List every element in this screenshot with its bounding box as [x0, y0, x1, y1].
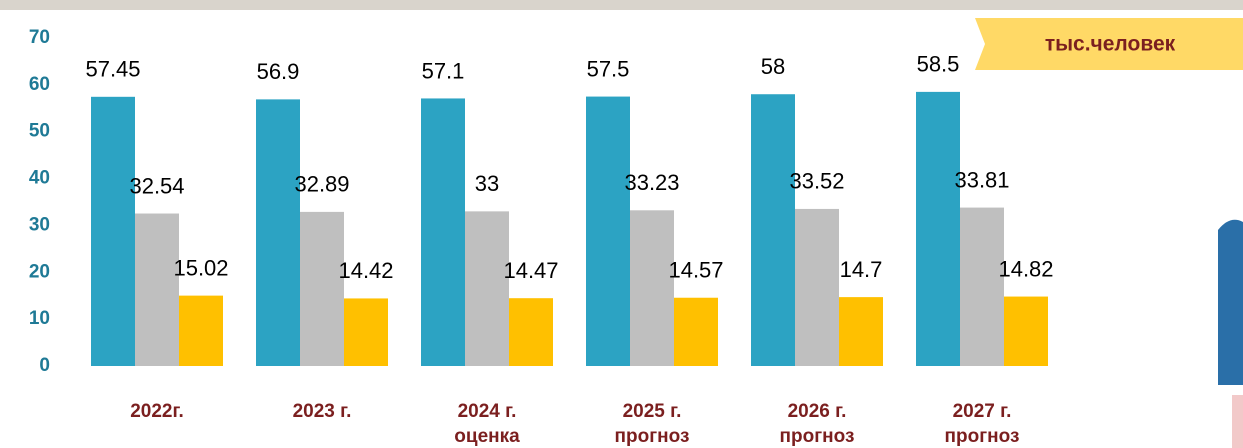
bar	[916, 92, 960, 366]
value-label: 33.52	[789, 169, 844, 194]
y-tick-label: 0	[39, 355, 50, 376]
x-tick-label: оценка	[454, 426, 520, 447]
bar	[630, 210, 674, 366]
value-label: 15.02	[173, 255, 228, 280]
x-tick-label: 2023 г.	[293, 401, 352, 422]
value-label: 33.23	[624, 170, 679, 195]
value-label: 32.54	[129, 173, 184, 198]
x-tick-label: 2024 г.	[458, 401, 517, 422]
x-tick-label: прогноз	[615, 426, 690, 447]
value-label: 56.9	[257, 59, 300, 84]
decor-figure	[1218, 220, 1243, 385]
bar	[839, 297, 883, 366]
x-tick-label: 2022г.	[130, 401, 184, 422]
bar	[135, 214, 179, 366]
x-tick-label: 2026 г.	[788, 401, 847, 422]
value-label: 14.57	[668, 258, 723, 283]
y-tick-label: 20	[29, 261, 50, 282]
bar	[179, 296, 223, 366]
value-label: 14.47	[503, 258, 558, 283]
top-strip	[0, 0, 1243, 10]
value-label: 57.45	[85, 57, 140, 82]
x-tick-label: 2025 г.	[623, 401, 682, 422]
value-label: 58	[761, 54, 785, 79]
value-label: 33.81	[954, 167, 1009, 192]
bar	[465, 211, 509, 366]
value-label: 32.89	[294, 172, 349, 197]
y-tick-label: 30	[29, 214, 50, 235]
bar	[344, 298, 388, 366]
y-tick-label: 10	[29, 308, 50, 329]
y-tick-label: 40	[29, 168, 50, 189]
y-tick-label: 50	[29, 121, 50, 142]
bar	[586, 97, 630, 366]
bar	[674, 298, 718, 366]
bar	[1004, 297, 1048, 366]
bar	[421, 98, 465, 366]
unit-label: тыс.человек	[1045, 33, 1176, 56]
value-label: 33	[475, 171, 499, 196]
bar	[256, 99, 300, 366]
bar	[751, 94, 795, 366]
value-label: 58.5	[917, 52, 960, 77]
y-tick-label: 70	[29, 27, 50, 48]
x-tick-label: прогноз	[780, 426, 855, 447]
bar	[509, 298, 553, 366]
value-label: 14.7	[840, 257, 883, 282]
decor-box	[1232, 395, 1243, 448]
bar	[300, 212, 344, 366]
bar	[795, 209, 839, 366]
value-label: 14.82	[998, 256, 1053, 281]
y-tick-label: 60	[29, 74, 50, 95]
value-label: 57.1	[422, 58, 465, 83]
bar	[91, 97, 135, 366]
x-tick-label: прогноз	[945, 426, 1020, 447]
x-tick-label: 2027 г.	[953, 401, 1012, 422]
value-label: 57.5	[587, 56, 630, 81]
chart: тыс.человек 0 10 20 30 40 50 60 70 2022г. 57.45 32…	[0, 0, 1243, 448]
value-label: 14.42	[338, 258, 393, 283]
bar	[960, 208, 1004, 366]
